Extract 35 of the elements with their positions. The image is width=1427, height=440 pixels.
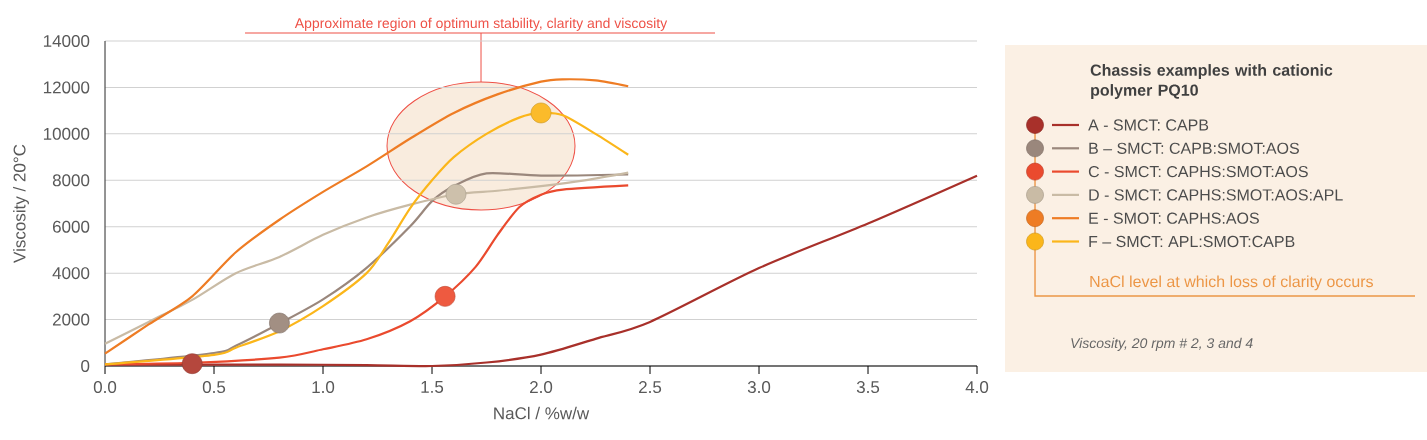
line-series (103, 78, 630, 355)
x-tick-label: 3.0 (747, 381, 771, 394)
point (445, 183, 467, 205)
x-tick-label: 4.0 (965, 381, 989, 394)
y-tick-label: 10000 (43, 127, 90, 140)
y-tick-label: 4000 (52, 267, 90, 280)
legend-label: A - SMCT: CAPB (1088, 119, 1209, 131)
point (269, 312, 290, 334)
y-tick-label: 14000 (43, 35, 90, 48)
point (181, 353, 203, 374)
text: NaCl level at which loss of clarity occurs (1090, 275, 1373, 291)
x-tick-label: 0.5 (202, 381, 226, 394)
x-tick-label: 0.0 (93, 381, 117, 394)
y-tick-label: 8000 (52, 174, 90, 187)
text: Viscosity, 20 rpm # 2, 3 and 4 (1071, 337, 1253, 351)
y-tick-label: 6000 (53, 220, 90, 233)
y-axis-title: Viscosity / 20°C (13, 144, 29, 263)
x-tick-label: 1.0 (312, 381, 335, 394)
y-tick-label: 2000 (52, 313, 90, 326)
legend-label: F – SMCT: APL:SMOT:CAPB (1089, 235, 1295, 248)
y-tick-label: 0 (81, 360, 90, 373)
point (434, 286, 456, 307)
point (530, 102, 552, 124)
x-axis-title: NaCl / %w/w (494, 406, 590, 420)
y-tick-label: 12000 (43, 81, 90, 94)
legend-label: D - SMCT: CAPHS:SMOT:AOS:APL (1089, 189, 1343, 201)
x-tick-label: 2.5 (639, 381, 662, 394)
text: Approximate region of optimum stability, clarity and viscosity (294, 17, 668, 31)
x-tick-label: 2.0 (530, 381, 553, 394)
x-tick-label: 3.5 (856, 381, 880, 394)
legend-label: E - SMOT: CAPHS:AOS (1089, 212, 1259, 224)
legend-title: Chassis examples with cationic polymer PQ10 (1090, 64, 1333, 99)
legend-label: B – SMCT: CAPB:SMOT:AOS (1089, 142, 1299, 154)
legend-label: C - SMCT: CAPHS:SMOT:AOS (1088, 165, 1308, 178)
x-tick-label: 1.5 (421, 381, 444, 393)
